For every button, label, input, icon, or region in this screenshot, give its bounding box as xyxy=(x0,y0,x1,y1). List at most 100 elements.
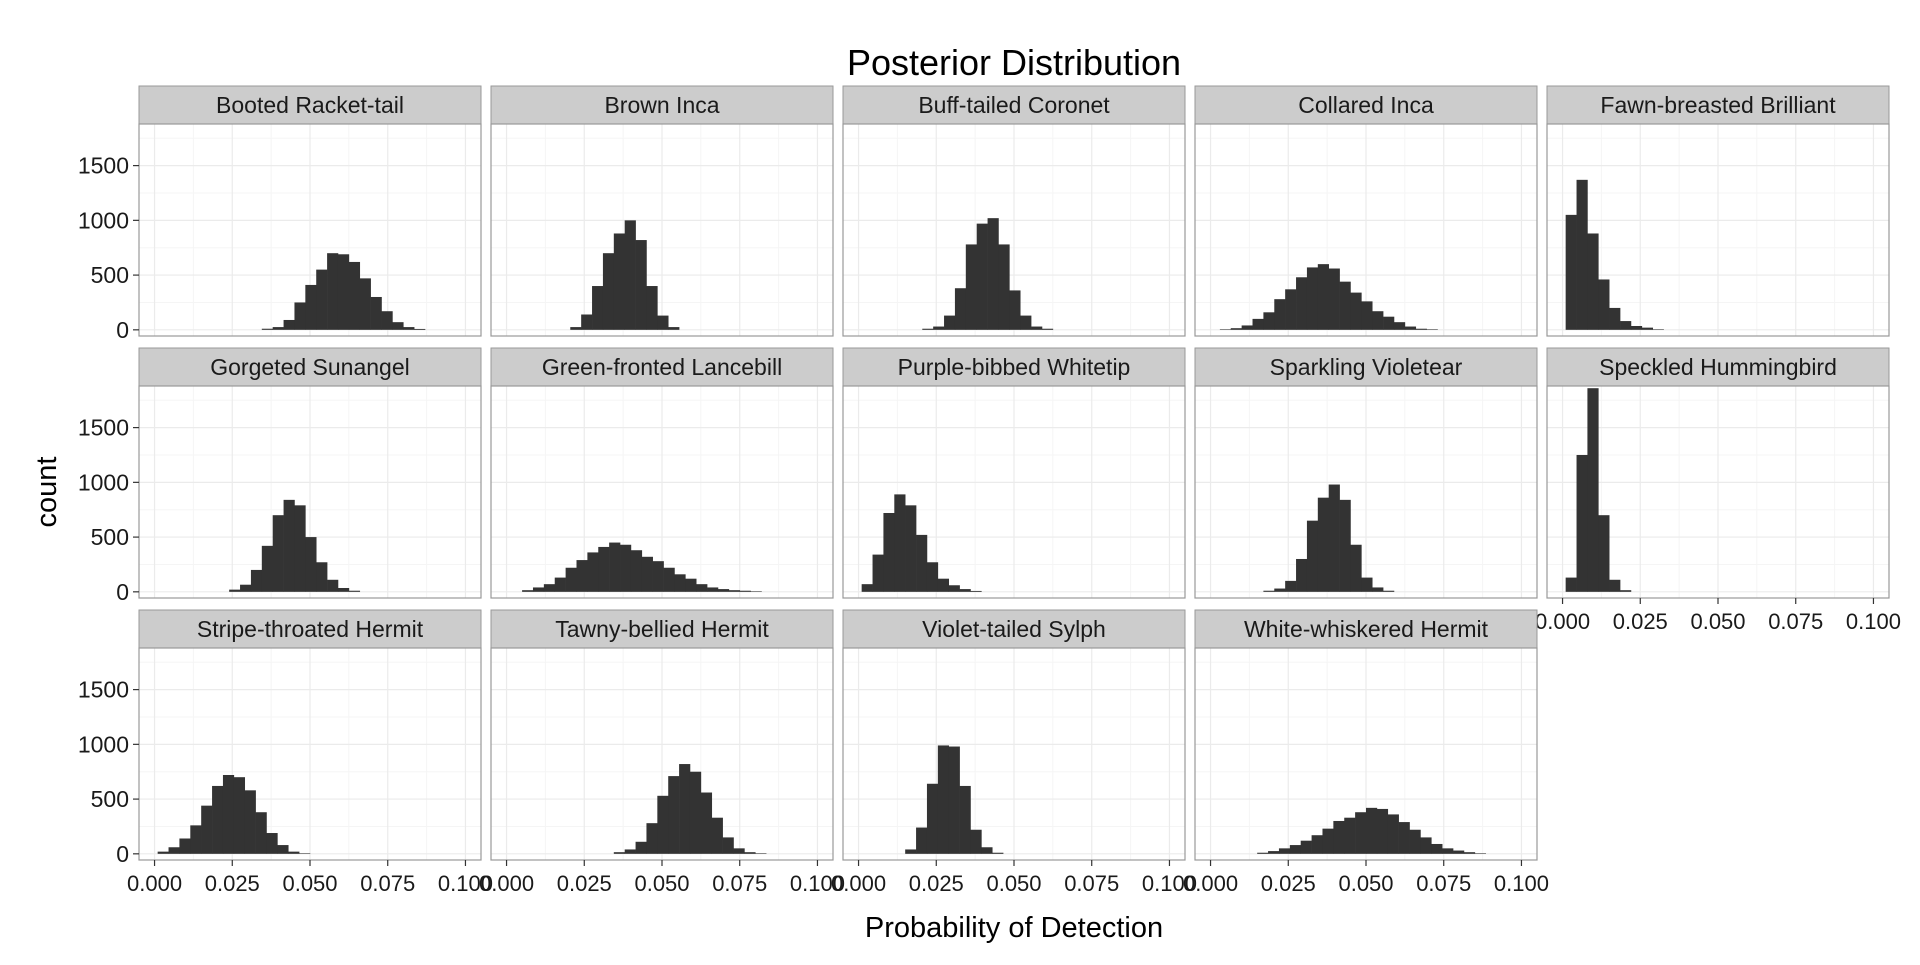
histogram-bar xyxy=(229,589,241,592)
histogram-bar xyxy=(1565,214,1577,330)
histogram-bar xyxy=(288,851,300,854)
histogram-bar xyxy=(1420,837,1432,854)
histogram-bar xyxy=(1322,828,1334,854)
y-tick-label: 1000 xyxy=(78,731,129,757)
histogram-bar xyxy=(1339,499,1351,592)
histogram-bar xyxy=(916,534,928,592)
histogram-bar xyxy=(576,560,588,592)
histogram-bar xyxy=(872,554,884,592)
facet-panel: Green-fronted Lancebill xyxy=(490,347,834,599)
y-tick-label: 1500 xyxy=(78,677,129,703)
histogram-bar xyxy=(894,494,906,592)
histogram-bar xyxy=(261,545,273,592)
x-axis-title: Probability of Detection xyxy=(865,912,1163,944)
y-tick-label: 500 xyxy=(91,786,129,812)
facet-panel: Stripe-throated Hermit 0 500 1000 1500 0.000 0… xyxy=(78,609,493,896)
histogram-bar xyxy=(707,587,719,592)
histogram-bar xyxy=(711,817,723,854)
histogram-bar xyxy=(635,841,647,854)
x-tick-label: 0.000 xyxy=(1535,609,1590,634)
histogram-bar xyxy=(392,322,404,330)
histogram-bar xyxy=(299,853,311,854)
histogram-bar xyxy=(414,328,426,330)
histogram-bar xyxy=(1274,299,1286,330)
histogram-bar xyxy=(1296,558,1308,592)
histogram-bar xyxy=(272,515,284,592)
histogram-bar xyxy=(944,315,956,330)
histogram-bar xyxy=(613,233,625,330)
histogram-bar xyxy=(1317,497,1329,592)
x-tick-label: 0.025 xyxy=(1261,871,1316,896)
histogram-bar xyxy=(717,589,730,592)
facet-panel: Sparkling Violetear xyxy=(1194,347,1538,599)
histogram-bar xyxy=(602,253,615,330)
histogram-bar xyxy=(1398,822,1410,854)
histogram-bar xyxy=(987,218,999,330)
histogram-bar xyxy=(157,851,169,854)
facet-label: Violet-tailed Sylph xyxy=(922,616,1106,642)
histogram-bar xyxy=(190,825,202,854)
histogram-bar xyxy=(965,244,977,330)
x-tick-label: 0.100 xyxy=(1494,871,1549,896)
histogram-bar xyxy=(937,745,950,854)
facet-panel: White-whiskered Hermit 0.000 0.025 0.050 0.0… xyxy=(1183,609,1549,896)
histogram-bar xyxy=(1372,311,1384,330)
histogram-bar xyxy=(1268,851,1280,854)
facet-strip xyxy=(138,609,482,649)
histogram-bar xyxy=(543,584,556,592)
histogram-bar xyxy=(1630,325,1643,330)
x-tick-label: 0.000 xyxy=(127,871,182,896)
y-tick-label: 1500 xyxy=(78,415,129,441)
histogram-bar xyxy=(685,578,697,592)
histogram-bar xyxy=(1393,322,1406,330)
histogram-bar xyxy=(294,302,306,330)
panel-border xyxy=(842,385,1186,599)
histogram-bar xyxy=(337,254,350,330)
histogram-bar xyxy=(722,837,734,854)
histogram-bar xyxy=(652,561,664,592)
histogram-bar xyxy=(381,311,393,330)
histogram-bar xyxy=(532,587,545,592)
histogram-bar xyxy=(1306,520,1319,592)
histogram-bar xyxy=(587,552,599,592)
x-tick-label: 0.025 xyxy=(1613,609,1668,634)
histogram-bar xyxy=(1257,852,1269,854)
y-axis-title: count xyxy=(31,457,63,528)
histogram-bar xyxy=(1241,325,1253,330)
histogram-bar xyxy=(1285,289,1297,330)
panel-border xyxy=(138,123,482,337)
histogram-bar xyxy=(1609,307,1621,330)
histogram-bar xyxy=(954,288,967,330)
histogram-bar xyxy=(1278,848,1291,854)
facet-strip xyxy=(842,347,1186,387)
histogram-bar xyxy=(646,286,658,330)
facet-label: Tawny-bellied Hermit xyxy=(555,616,769,642)
histogram-bar xyxy=(992,852,1004,854)
facet-label: Sparkling Violetear xyxy=(1270,354,1463,380)
x-tick-label: 0.000 xyxy=(831,871,886,896)
facet-label: Gorgeted Sunangel xyxy=(210,354,410,380)
histogram-bar xyxy=(641,556,653,592)
histogram-bar xyxy=(1020,315,1032,330)
facet-strip xyxy=(1194,609,1538,649)
facet-panels: Booted Racket-tail 0 500 1000 1500 Brown Inca… xyxy=(78,85,1901,896)
histogram-bar xyxy=(728,590,741,592)
histogram-bar xyxy=(1339,281,1351,330)
histogram-bar xyxy=(1576,179,1588,330)
histogram-bar xyxy=(522,590,534,592)
histogram-bar xyxy=(168,847,180,854)
histogram-bar xyxy=(1296,277,1308,330)
histogram-bar xyxy=(1300,840,1312,854)
histogram-bar xyxy=(1306,267,1319,330)
facet-label: Purple-bibbed Whitetip xyxy=(898,354,1131,380)
facet-panel: Purple-bibbed Whitetip xyxy=(842,347,1186,599)
histogram-bar xyxy=(1317,264,1329,330)
histogram-bar xyxy=(635,240,647,330)
histogram-bar xyxy=(316,562,328,592)
histogram-bar xyxy=(937,578,950,592)
panel-border xyxy=(1194,385,1538,599)
y-tick-label: 0 xyxy=(116,579,129,605)
histogram-bar xyxy=(696,584,708,592)
facet-label: Booted Racket-tail xyxy=(216,92,404,118)
